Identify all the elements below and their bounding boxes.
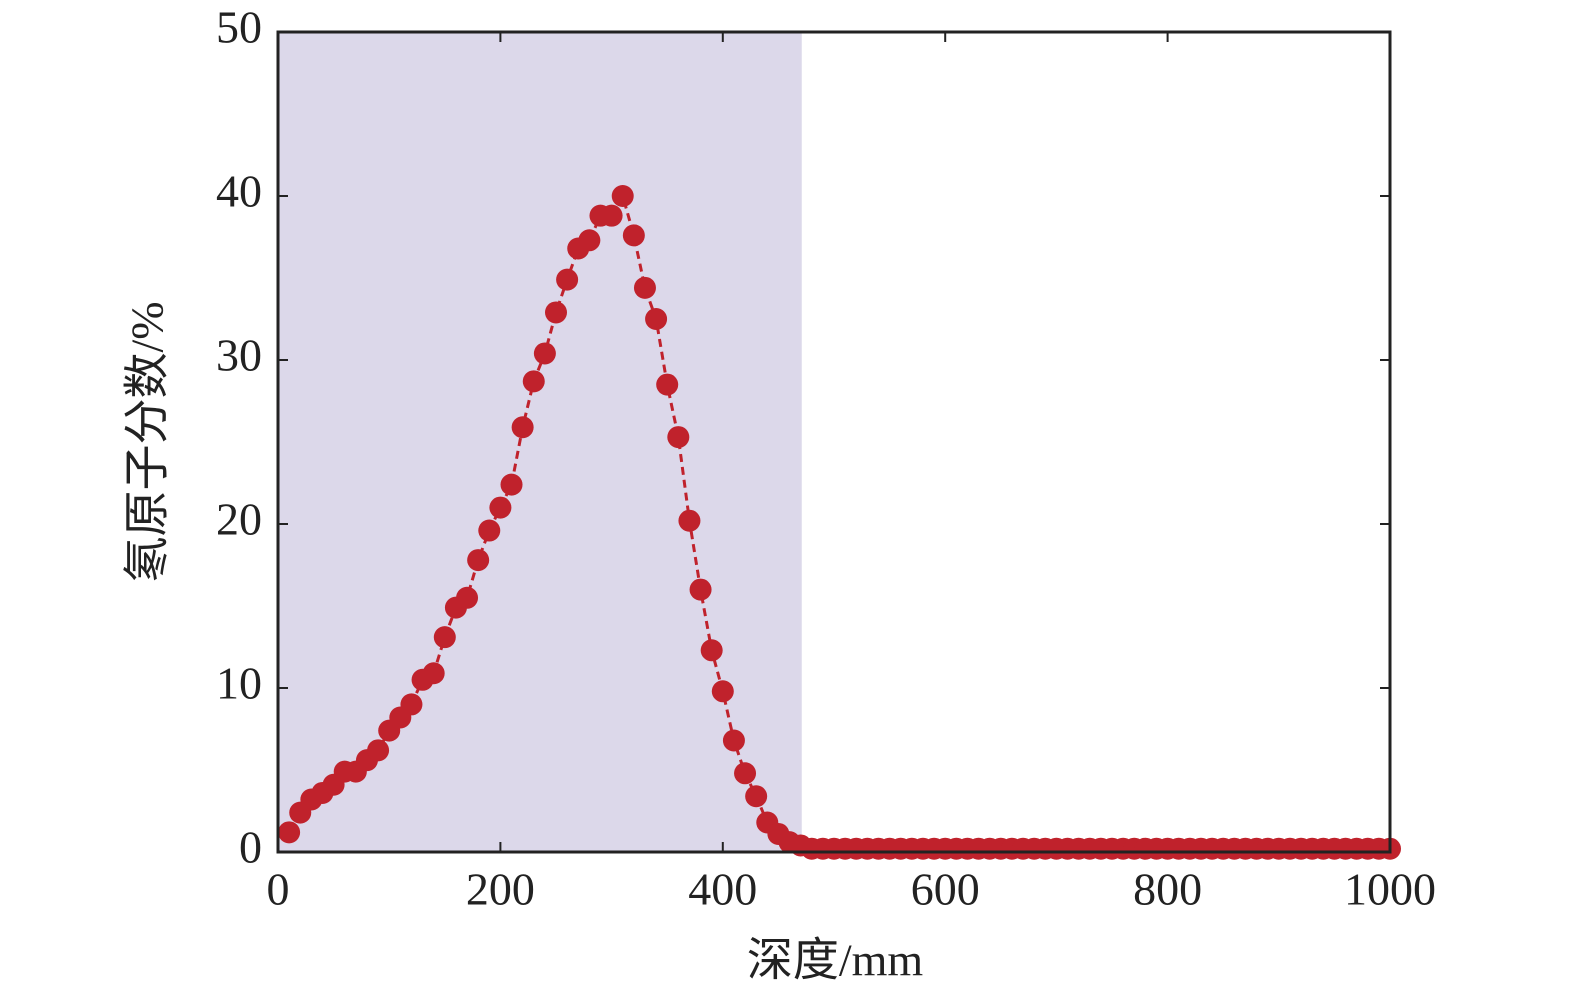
y-tick-label: 30	[216, 330, 262, 381]
x-tick-label: 400	[688, 864, 757, 915]
data-point	[656, 373, 679, 396]
data-point	[711, 680, 734, 703]
data-point	[611, 185, 634, 207]
data-point	[622, 224, 645, 247]
data-point	[578, 229, 601, 252]
data-point	[400, 693, 423, 716]
data-point	[734, 762, 757, 785]
x-axis-label: 深度/mm	[747, 935, 924, 986]
y-tick-label: 50	[216, 2, 262, 53]
x-tick-label: 800	[1133, 864, 1202, 915]
y-tick-label: 0	[239, 822, 262, 873]
y-axis-label: 氡原子分数/%	[122, 301, 173, 582]
data-point	[511, 416, 534, 439]
data-point	[533, 342, 556, 365]
y-tick-label: 20	[216, 494, 262, 545]
data-point	[700, 639, 723, 662]
data-point	[422, 662, 445, 685]
data-point	[433, 626, 456, 649]
y-tick-label: 10	[216, 658, 262, 709]
x-tick-label: 1000	[1344, 864, 1436, 915]
y-tick-label: 40	[216, 166, 262, 217]
x-tick-label: 600	[911, 864, 980, 915]
plot-frame	[276, 30, 1392, 854]
data-point	[633, 276, 656, 299]
data-point	[556, 268, 579, 291]
data-point	[722, 729, 745, 752]
data-point	[456, 586, 479, 609]
data-point	[645, 308, 668, 330]
data-point	[667, 426, 690, 449]
data-point	[689, 578, 712, 601]
x-tick-label: 200	[466, 864, 535, 915]
data-point	[500, 473, 523, 496]
data-point	[545, 301, 567, 324]
shaded-region	[278, 32, 802, 852]
x-tick-label: 0	[267, 864, 290, 915]
data-point	[522, 370, 545, 393]
data-point	[467, 549, 490, 572]
data-point	[278, 821, 301, 844]
data-point	[367, 739, 390, 762]
data-point	[745, 785, 768, 808]
data-point	[478, 519, 501, 542]
data-point	[600, 204, 623, 227]
data-point	[678, 509, 701, 532]
data-point	[489, 496, 512, 519]
